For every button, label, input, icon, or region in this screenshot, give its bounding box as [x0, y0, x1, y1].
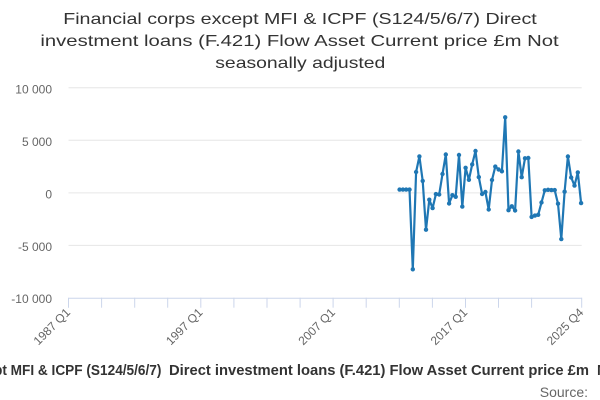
- svg-text:10 000: 10 000: [15, 82, 52, 96]
- svg-text:1987 Q1: 1987 Q1: [31, 305, 74, 348]
- svg-text:2025 Q4: 2025 Q4: [544, 305, 587, 348]
- svg-text:1997 Q1: 1997 Q1: [163, 305, 206, 348]
- svg-text:2007 Q1: 2007 Q1: [295, 305, 338, 348]
- svg-text:0: 0: [45, 187, 52, 201]
- svg-text:5 000: 5 000: [22, 135, 52, 149]
- svg-text:-5 000: -5 000: [18, 240, 52, 254]
- svg-text:-10 000: -10 000: [11, 292, 52, 306]
- svg-text:2017 Q1: 2017 Q1: [428, 305, 471, 348]
